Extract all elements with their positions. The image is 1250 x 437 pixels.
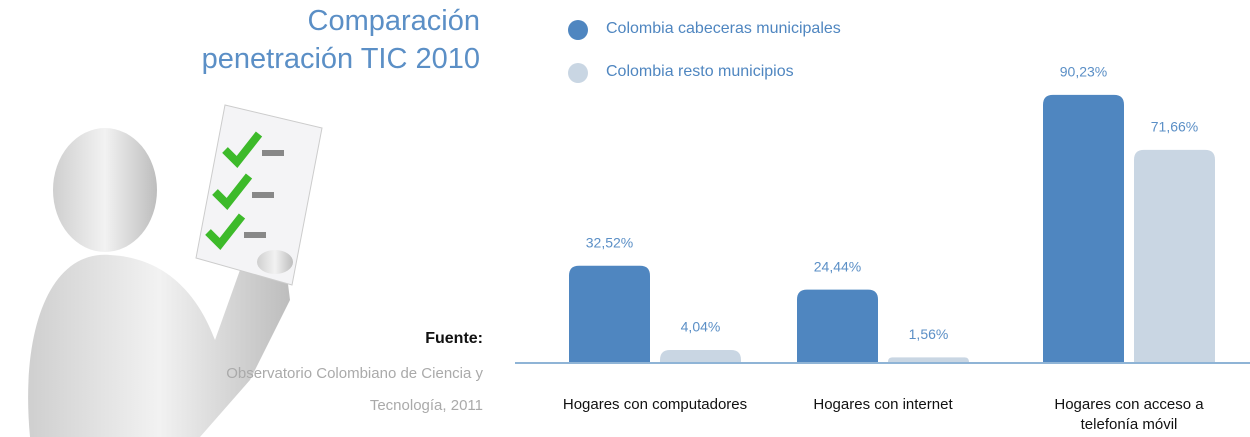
value-label: 71,66% [1151, 119, 1198, 135]
value-label: 90,23% [1060, 64, 1107, 80]
x-tick-label: Hogares con acceso a telefonía móvil [1049, 395, 1209, 435]
legend-label: Colombia resto municipios [606, 63, 794, 81]
x-tick-label: Hogares con internet [783, 395, 983, 415]
bar [1043, 95, 1124, 362]
value-label: 24,44% [814, 258, 861, 274]
legend-marker [568, 20, 588, 40]
value-label: 4,04% [681, 319, 721, 335]
bar [1134, 150, 1215, 362]
bar [569, 266, 650, 362]
source-label: Fuente: [425, 330, 483, 348]
x-tick-label: Hogares con computadores [555, 395, 755, 415]
bar [888, 357, 969, 362]
value-label: 1,56% [909, 326, 949, 342]
page: 32,52% 24,44% 90,23% 4,04% 1,56% 71,66% Compa… [0, 0, 1250, 437]
source: Observatorio Colombiano de Ciencia y Tec… [223, 358, 483, 422]
legend-marker [568, 63, 588, 83]
chart-title: Comparación penetración TIC 2010 [180, 2, 480, 78]
bar [797, 290, 878, 362]
bar [660, 350, 741, 362]
value-label: 32,52% [586, 234, 633, 250]
legend-label: Colombia cabeceras municipales [606, 20, 841, 38]
